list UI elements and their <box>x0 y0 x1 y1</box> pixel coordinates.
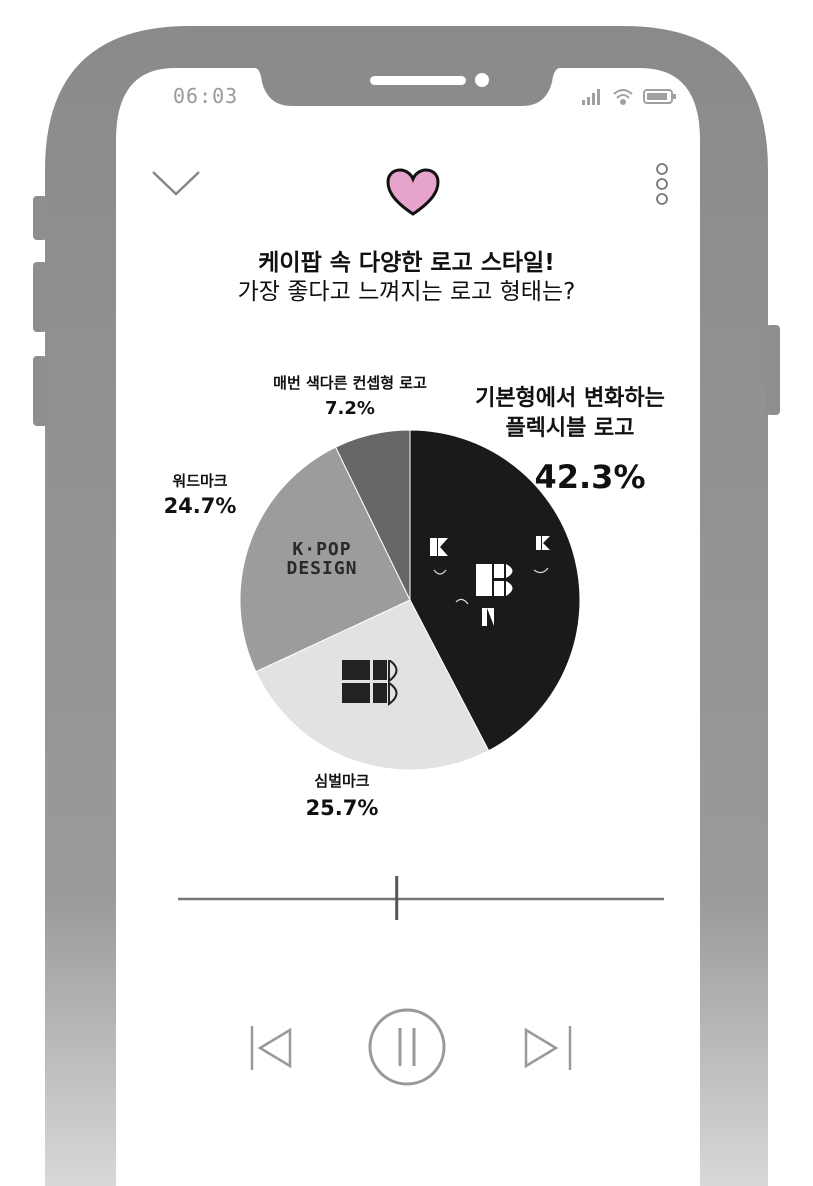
question-title: 케이팝 속 다양한 로고 스타일! <box>258 250 555 276</box>
flexible-logo-art <box>430 536 550 626</box>
next-icon[interactable] <box>520 1022 576 1074</box>
value-symbol: 25.7% <box>305 796 379 820</box>
pie-slice-1 <box>255 599 490 771</box>
status-icons <box>582 86 682 112</box>
chevron-down-icon[interactable] <box>150 168 202 198</box>
previous-icon[interactable] <box>246 1022 298 1074</box>
label-symbol: 심벌마크 <box>314 772 370 790</box>
value-concept: 7.2% <box>325 398 375 419</box>
label-flexible-line1: 기본형에서 변화하는 <box>475 386 665 411</box>
question-subtitle: 가장 좋다고 느껴지는 로고 형태는? <box>237 279 576 305</box>
symbol-logo-art <box>342 660 398 706</box>
wifi-icon <box>613 89 633 105</box>
signal-icon <box>582 89 600 105</box>
pie-slice-3 <box>334 429 411 601</box>
wordmark-art-line2: DESIGN <box>286 558 358 579</box>
pie-slice-2 <box>239 446 411 673</box>
progress-bar[interactable] <box>178 876 664 922</box>
heart-icon[interactable] <box>386 168 440 218</box>
value-flexible: 42.3% <box>534 458 646 496</box>
pause-icon[interactable] <box>366 1006 448 1088</box>
battery-icon <box>643 89 676 104</box>
wordmark-art-line1: K·POP <box>292 539 352 560</box>
more-vertical-icon[interactable] <box>654 162 670 208</box>
value-wordmark: 24.7% <box>163 494 237 518</box>
pie-chart <box>239 429 581 771</box>
label-concept: 매번 색다른 컨셉형 로고 <box>273 374 427 392</box>
status-time: 06:03 <box>173 84 239 108</box>
label-flexible-line2: 플렉시블 로고 <box>505 416 635 441</box>
label-wordmark: 워드마크 <box>172 472 228 490</box>
wordmark-art: K·POP DESIGN <box>262 540 382 578</box>
